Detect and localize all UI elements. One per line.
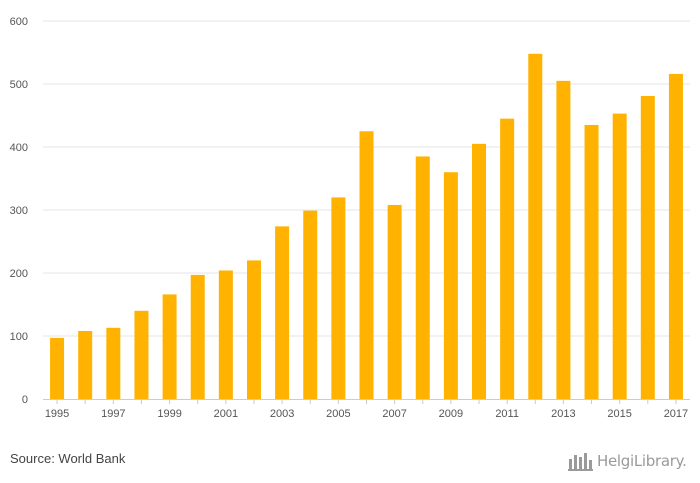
x-tick-label: 1995 — [45, 408, 69, 420]
bar-2001 — [218, 270, 233, 399]
bar-2008 — [415, 156, 430, 399]
bar-1996 — [78, 330, 93, 399]
y-tick-label: 500 — [10, 79, 28, 91]
bars — [50, 53, 683, 400]
bar-1997 — [106, 327, 121, 399]
bar-2010 — [472, 143, 487, 399]
bar-2000 — [190, 274, 205, 399]
y-tick-label: 600 — [10, 16, 28, 28]
x-tick-label: 2017 — [664, 408, 688, 420]
bar-2006 — [359, 131, 374, 399]
bar-2013 — [556, 80, 571, 399]
bar-2007 — [387, 204, 402, 399]
x-tick-label: 2009 — [439, 408, 463, 420]
bar-1995 — [50, 337, 65, 399]
x-tick-label: 2003 — [270, 408, 294, 420]
bar-1999 — [162, 294, 177, 399]
x-tick-label: 2007 — [382, 408, 406, 420]
bar-2003 — [275, 226, 290, 399]
y-tick-label: 200 — [10, 268, 28, 280]
x-tick-label: 2015 — [607, 408, 631, 420]
y-axis-ticks: 0 100 200 300 400 500 600 — [10, 16, 28, 406]
y-tick-label: 400 — [10, 142, 28, 154]
x-tick-label: 1999 — [157, 408, 181, 420]
bar-2004 — [303, 210, 318, 399]
bar-2005 — [331, 197, 346, 399]
bar-2014 — [584, 124, 599, 399]
y-tick-label: 300 — [10, 205, 28, 217]
logo-text: HelgiLibrary. — [597, 452, 687, 470]
y-tick-label: 100 — [10, 331, 28, 343]
bar-2017 — [668, 73, 683, 400]
bar-2015 — [612, 113, 627, 400]
source-note: Source: World Bank — [10, 451, 126, 466]
bar-2002 — [246, 260, 261, 399]
bar-2012 — [528, 53, 543, 399]
x-tick-label: 2011 — [495, 408, 519, 420]
bar-2016 — [640, 95, 655, 399]
bar-1998 — [134, 310, 149, 399]
y-tick-label: 0 — [22, 394, 28, 406]
x-tick-label: 2001 — [214, 408, 238, 420]
bar-2011 — [500, 118, 515, 400]
x-tick-label: 2013 — [551, 408, 575, 420]
x-tick-label: 1997 — [101, 408, 125, 420]
x-axis-ticks: 1995 1997 1999 2001 2003 2005 2007 2009 2011 2013… — [45, 399, 688, 420]
x-tick-label: 2005 — [326, 408, 350, 420]
helgi-library-logo: HelgiLibrary. — [568, 450, 687, 472]
bar-2009 — [443, 172, 458, 399]
bar-chart: 0 100 200 300 400 500 600 1995 1997 1999 2001 2003… — [10, 16, 690, 420]
helgi-library-logo-icon — [568, 453, 593, 471]
